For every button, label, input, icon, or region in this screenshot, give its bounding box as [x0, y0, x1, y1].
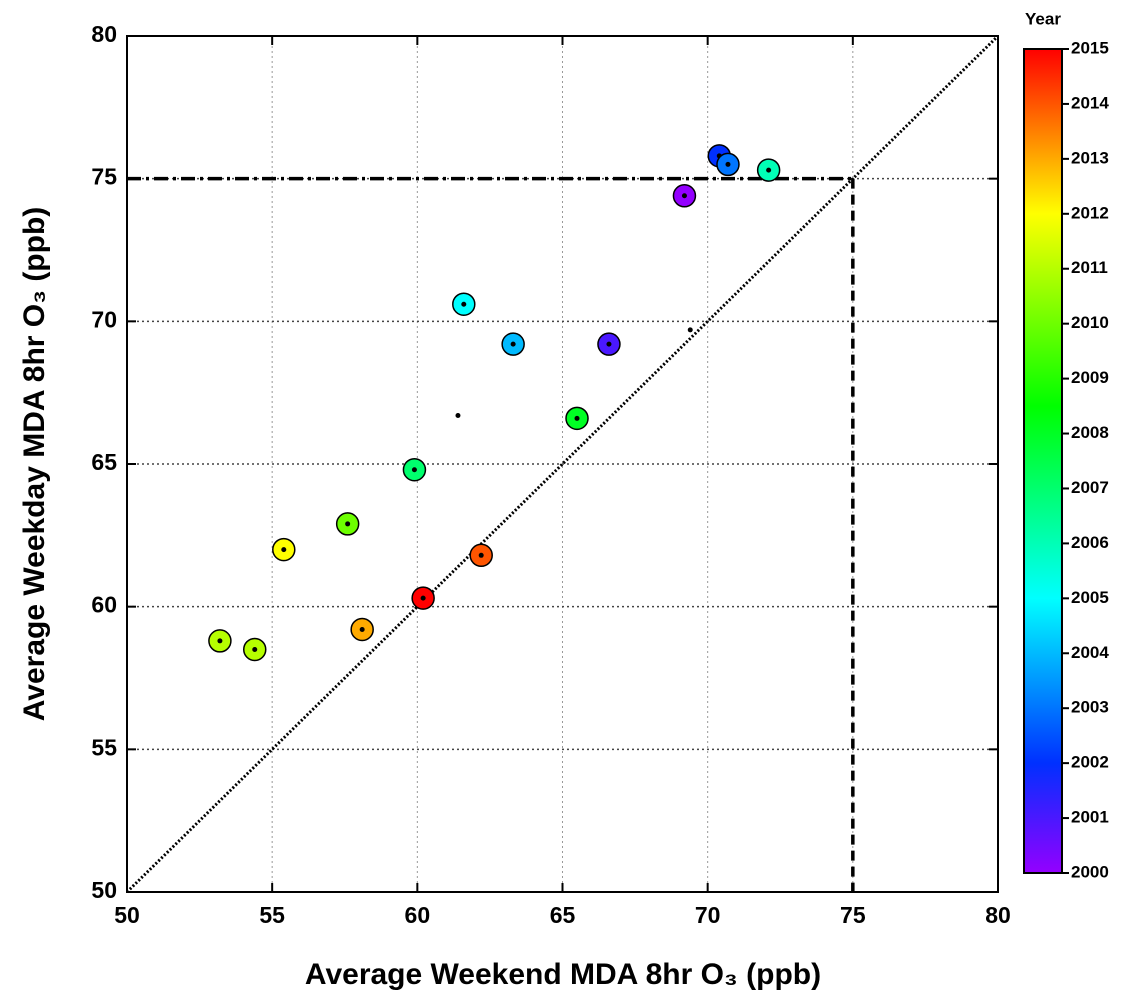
x-tick-label: 50 — [114, 902, 140, 928]
point-center — [252, 646, 258, 652]
point-center — [411, 467, 417, 473]
point-center — [345, 521, 351, 527]
point-center — [359, 626, 365, 632]
colorbar-tick-label: 2005 — [1071, 588, 1109, 607]
point-center — [420, 595, 426, 601]
point-center — [461, 301, 467, 307]
point-center — [681, 193, 687, 199]
y-tick-label: 55 — [91, 734, 117, 760]
colorbar-tick-label: 2015 — [1071, 38, 1109, 57]
x-tick-label: 65 — [550, 902, 576, 928]
colorbar-tick-label: 2013 — [1071, 148, 1109, 167]
colorbar-tick-label: 2010 — [1071, 313, 1109, 332]
x-tick-label: 75 — [840, 902, 866, 928]
y-tick-label: 80 — [91, 21, 117, 47]
x-tick-label: 55 — [259, 902, 285, 928]
x-axis-label: Average Weekend MDA 8hr O₃ (ppb) — [305, 958, 821, 991]
colorbar-tick-label: 2014 — [1071, 93, 1109, 112]
colorbar-tick-label: 2004 — [1071, 643, 1109, 662]
x-tick-label: 80 — [985, 902, 1011, 928]
data-point — [455, 412, 461, 418]
colorbar-tick-label: 2009 — [1071, 368, 1109, 387]
colorbar-tick-label: 2011 — [1071, 258, 1108, 277]
point-center — [725, 161, 731, 167]
colorbar-tick-label: 2006 — [1071, 533, 1109, 552]
y-tick-label: 75 — [91, 164, 117, 190]
data-point — [687, 327, 693, 333]
colorbar-tick-label: 2003 — [1071, 698, 1109, 717]
x-tick-label: 70 — [695, 902, 721, 928]
plot-frame — [126, 35, 999, 893]
point-center — [606, 341, 612, 347]
y-tick-label: 50 — [91, 877, 117, 903]
point-center — [217, 638, 223, 644]
point-center — [574, 415, 580, 421]
x-tick-label: 60 — [405, 902, 431, 928]
y-tick-label: 65 — [91, 449, 117, 475]
colorbar-title: Year — [1025, 9, 1061, 28]
colorbar-tick-label: 2007 — [1071, 478, 1109, 497]
colorbar-tick-label: 2002 — [1071, 753, 1109, 772]
y-axis-label: Average Weekday MDA 8hr O₃ (ppb) — [18, 207, 51, 722]
colorbar-tick-label: 2000 — [1071, 862, 1109, 881]
point-center — [766, 167, 772, 173]
colorbar-tick-label: 2001 — [1071, 808, 1109, 827]
y-tick-label: 60 — [91, 592, 117, 618]
colorbar — [1023, 48, 1063, 874]
colorbar-tick-label: 2008 — [1071, 423, 1109, 442]
y-tick-label: 70 — [91, 306, 117, 332]
point-center — [281, 547, 287, 553]
point-center — [478, 552, 484, 558]
point-center — [510, 341, 516, 347]
colorbar-tick-label: 2012 — [1071, 203, 1109, 222]
